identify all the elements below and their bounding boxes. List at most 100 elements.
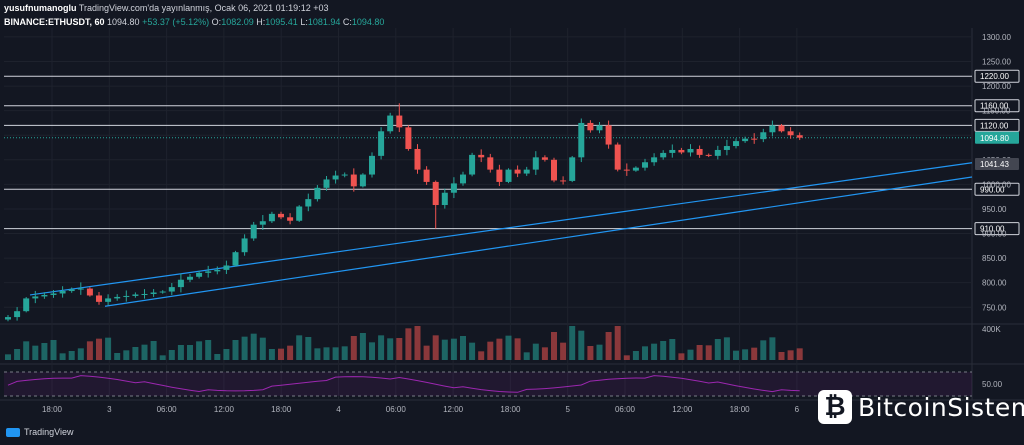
rsi-axis-label: 50.00 xyxy=(982,380,1003,389)
time-axis[interactable]: 18:00 3 06:00 12:00 18:00 4 06:00 12:00 18:00 5 06… xyxy=(42,405,800,414)
candle-body xyxy=(414,148,421,170)
volume-bar xyxy=(714,339,721,360)
time-tick-label: 06:00 xyxy=(386,405,407,414)
volume-bar xyxy=(669,339,676,360)
price-tick-label: 750.00 xyxy=(982,303,1007,312)
volume-bar xyxy=(687,349,694,360)
volume-bar xyxy=(359,333,366,360)
price-tick-label: 1150.00 xyxy=(982,107,1011,116)
time-tick-label: 4 xyxy=(336,405,341,414)
candle-body xyxy=(259,221,266,225)
volume-bar xyxy=(796,348,803,360)
volume-bar xyxy=(551,332,557,360)
level-badge xyxy=(974,118,1020,132)
candle-body xyxy=(478,154,485,158)
volume-bar xyxy=(396,338,403,360)
candle-body xyxy=(469,154,476,175)
time-tick-label: 3 xyxy=(107,405,112,414)
grid xyxy=(0,28,1024,401)
volume-bar xyxy=(378,335,385,360)
time-tick-label: 06:00 xyxy=(615,405,636,414)
volume-bar xyxy=(214,354,221,360)
symbol-info: BINANCE:ETHUSDT, 60 1094.80 +53.37 (+5.1… xyxy=(4,17,384,27)
tradingview-logo[interactable]: TradingView xyxy=(6,427,74,437)
volume-bar xyxy=(632,351,639,360)
rsi-band xyxy=(4,372,972,396)
candle-body xyxy=(532,157,539,170)
volume-bar xyxy=(369,342,375,360)
price-tick-label: 1250.00 xyxy=(982,57,1011,66)
level-label: 990.00 xyxy=(980,185,1005,194)
candle-body xyxy=(760,132,767,140)
close-label: C: xyxy=(342,17,352,27)
candle-body xyxy=(296,206,303,221)
volume-bars xyxy=(5,326,803,360)
time-tick-label: 12:00 xyxy=(214,405,235,414)
volume-bar xyxy=(523,352,530,360)
volume-bar xyxy=(387,338,394,360)
volume-bar xyxy=(623,355,630,360)
level-label: 1220.00 xyxy=(980,72,1009,81)
volume-bar xyxy=(541,347,548,360)
volume-bar xyxy=(141,344,148,360)
volume-bar xyxy=(414,326,421,360)
volume-bar xyxy=(787,350,794,360)
volume-bar xyxy=(660,341,667,360)
time-tick-label: 18:00 xyxy=(500,405,521,414)
price-tick-label: 900.00 xyxy=(982,230,1007,239)
candle-body xyxy=(123,295,130,297)
candle-body xyxy=(596,125,603,131)
last-price: 1094.80 xyxy=(107,17,140,27)
candle-body xyxy=(105,298,112,302)
candle-body xyxy=(196,272,203,277)
candle-body xyxy=(660,152,667,158)
volume-bar xyxy=(560,342,567,360)
candle-body xyxy=(177,279,184,288)
price-tick-label: 850.00 xyxy=(982,254,1007,263)
level-badge xyxy=(974,99,1020,113)
volume-bar xyxy=(432,335,439,360)
volume-bar xyxy=(287,345,294,360)
volume-bar xyxy=(332,347,339,360)
price-axis[interactable]: 1300.001250.001200.001150.001100.001050.… xyxy=(975,33,1019,334)
candle-body xyxy=(687,148,694,153)
candle-body xyxy=(223,265,230,270)
volume-bar xyxy=(769,337,776,360)
candle-body xyxy=(141,293,148,295)
candle-body xyxy=(205,271,212,273)
open-value: 1082.09 xyxy=(221,17,254,27)
volume-bar xyxy=(259,337,266,360)
candle-body xyxy=(387,115,394,132)
candle-body xyxy=(569,157,576,181)
candle-body xyxy=(605,125,612,145)
author-name[interactable]: yusufnumanoglu xyxy=(4,3,77,13)
volume-bar xyxy=(278,348,284,360)
candle-body xyxy=(778,125,785,132)
candle-body xyxy=(696,148,703,155)
volume-bar xyxy=(733,350,739,360)
candle-body xyxy=(705,154,712,156)
watermark-text: BitcoinSistemi xyxy=(858,392,1024,422)
volume-bar xyxy=(678,353,685,360)
candle-body xyxy=(578,122,585,158)
time-tick-label: 18:00 xyxy=(271,405,292,414)
candle-body xyxy=(505,169,512,182)
candle-body xyxy=(396,115,403,128)
candle-body xyxy=(514,169,521,174)
candle-body xyxy=(350,174,357,187)
candle-body xyxy=(359,174,366,187)
time-tick-label: 18:00 xyxy=(42,405,63,414)
candle-body xyxy=(59,291,66,294)
symbol-name[interactable]: BINANCE:ETHUSDT, 60 xyxy=(4,17,105,27)
watermark: ₿ BitcoinSistemi xyxy=(818,390,1024,424)
volume-bar xyxy=(505,335,512,360)
volume-bar xyxy=(778,352,785,360)
candle-body xyxy=(232,252,239,266)
volume-bar xyxy=(23,341,30,360)
volume-bar xyxy=(177,345,184,360)
volume-bar xyxy=(450,338,457,360)
publish-info: yusufnumanoglu TradingView.com'da yayınl… xyxy=(4,3,328,13)
volume-bar xyxy=(187,345,193,360)
candle-body xyxy=(159,291,166,293)
